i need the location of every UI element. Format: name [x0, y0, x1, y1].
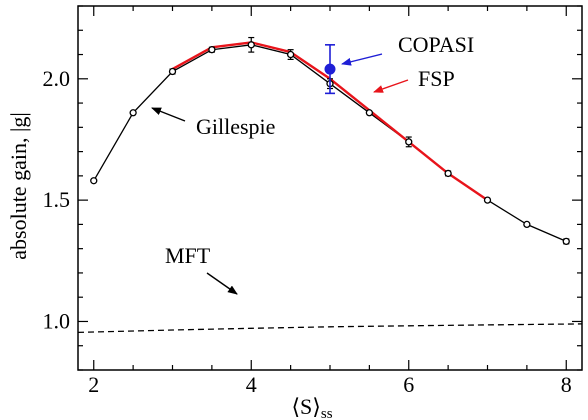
gillespie-point [562, 237, 570, 246]
gillespie-point [286, 50, 295, 59]
x-tick-label: 6 [403, 372, 414, 397]
copasi-point [324, 63, 336, 75]
series-layer [77, 36, 583, 334]
gillespie-point [90, 177, 98, 185]
x-axis-label: ⟨S⟩ss [291, 394, 332, 420]
x-axis-label-sub: ss [321, 406, 333, 420]
annotation-mft: MFT [165, 243, 211, 268]
x-axis-label-main: ⟨S⟩ [291, 394, 320, 419]
series-mft-line [77, 323, 583, 334]
annotation-mft-arrow [206, 272, 238, 295]
gillespie-point [247, 41, 255, 49]
gillespie-point [405, 138, 413, 146]
gillespie-point [483, 196, 492, 204]
y-tick-label: 1.5 [43, 187, 71, 212]
annotation-fsp-arrow [373, 79, 409, 93]
annotation-gillespie: Gillespie [196, 114, 275, 139]
gillespie-point [523, 220, 531, 229]
y-axis-label: absolute gain, |g| [6, 112, 31, 260]
gillespie-point [365, 109, 374, 117]
x-tick-label: 4 [246, 372, 257, 397]
ticks-layer: 2 4 6 8 1.0 1.5 2.0 [43, 5, 582, 397]
gillespie-point [208, 46, 216, 54]
annotation-copasi: COPASI [398, 32, 474, 57]
x-tick-label: 8 [561, 372, 572, 397]
annotation-fsp: FSP [418, 66, 455, 91]
gillespie-point [129, 109, 137, 117]
annotation-copasi-arrow [341, 53, 383, 66]
annotation-gillespie-arrow [151, 107, 186, 122]
gillespie-point [168, 67, 177, 76]
x-tick-label: 2 [88, 372, 99, 397]
gillespie-point [444, 169, 452, 178]
y-tick-label: 1.0 [43, 308, 71, 333]
y-tick-label: 2.0 [43, 66, 71, 91]
